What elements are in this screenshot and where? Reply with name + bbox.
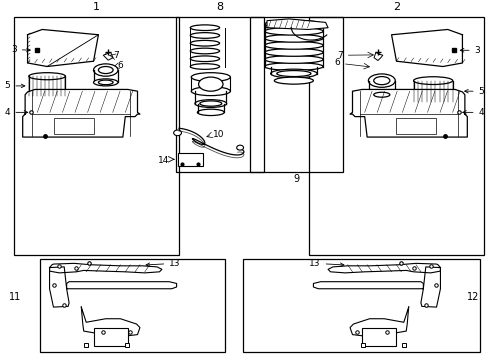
Bar: [14, 17, 179, 255]
Bar: [177, 153, 203, 166]
Ellipse shape: [191, 73, 230, 81]
Ellipse shape: [200, 101, 222, 106]
Polygon shape: [392, 30, 463, 67]
Text: 8: 8: [216, 2, 223, 12]
Bar: [40, 259, 225, 352]
Polygon shape: [421, 267, 441, 307]
Ellipse shape: [265, 35, 323, 42]
Circle shape: [173, 130, 181, 136]
Polygon shape: [350, 89, 467, 137]
Text: 13: 13: [309, 259, 344, 268]
Text: 5: 5: [465, 87, 484, 96]
Ellipse shape: [190, 33, 220, 38]
Polygon shape: [314, 282, 423, 289]
Text: 7: 7: [337, 51, 343, 60]
Ellipse shape: [94, 64, 118, 76]
Ellipse shape: [198, 77, 223, 91]
Ellipse shape: [190, 64, 220, 69]
Polygon shape: [49, 264, 162, 273]
Ellipse shape: [197, 109, 224, 116]
Polygon shape: [49, 267, 69, 307]
Ellipse shape: [265, 49, 323, 56]
Circle shape: [237, 145, 244, 150]
Text: 12: 12: [467, 292, 480, 302]
Text: 3: 3: [11, 45, 30, 54]
Text: 5: 5: [5, 81, 25, 90]
Bar: [396, 118, 436, 134]
Ellipse shape: [368, 91, 395, 99]
Ellipse shape: [191, 87, 230, 96]
Ellipse shape: [190, 56, 220, 62]
Ellipse shape: [190, 25, 220, 31]
Ellipse shape: [277, 71, 311, 77]
Ellipse shape: [265, 20, 323, 28]
Ellipse shape: [265, 55, 323, 63]
Ellipse shape: [414, 77, 453, 85]
Ellipse shape: [265, 27, 323, 35]
Polygon shape: [328, 264, 441, 273]
Ellipse shape: [94, 79, 118, 86]
Ellipse shape: [98, 67, 113, 73]
Polygon shape: [23, 89, 140, 137]
Polygon shape: [81, 307, 140, 336]
Ellipse shape: [374, 92, 390, 97]
Bar: [94, 328, 128, 346]
Text: 4: 4: [463, 108, 484, 117]
Bar: [309, 17, 485, 255]
Ellipse shape: [270, 69, 317, 78]
Text: 6: 6: [117, 61, 122, 70]
Ellipse shape: [274, 77, 314, 84]
Ellipse shape: [265, 63, 323, 71]
Polygon shape: [27, 30, 98, 67]
Bar: [54, 118, 94, 134]
Text: 9: 9: [293, 174, 299, 184]
Bar: [175, 17, 264, 172]
Ellipse shape: [265, 41, 323, 49]
Bar: [243, 259, 480, 352]
Text: 13: 13: [146, 259, 181, 268]
Bar: [250, 17, 343, 172]
Text: 4: 4: [5, 108, 28, 117]
Text: 10: 10: [213, 130, 225, 139]
Text: 2: 2: [393, 2, 400, 12]
Bar: [362, 328, 396, 346]
Ellipse shape: [29, 73, 66, 80]
Ellipse shape: [190, 48, 220, 54]
Ellipse shape: [368, 74, 395, 87]
Ellipse shape: [195, 100, 227, 107]
Text: 6: 6: [335, 58, 340, 67]
Ellipse shape: [98, 80, 113, 85]
Ellipse shape: [29, 92, 66, 99]
Polygon shape: [267, 19, 328, 30]
Polygon shape: [350, 307, 409, 336]
Polygon shape: [67, 282, 176, 289]
Text: 1: 1: [93, 2, 100, 12]
Ellipse shape: [414, 98, 453, 106]
Ellipse shape: [374, 77, 390, 85]
Ellipse shape: [190, 40, 220, 46]
Text: 7: 7: [113, 51, 119, 60]
Text: 3: 3: [460, 46, 480, 55]
Text: 11: 11: [9, 292, 21, 302]
Text: 14: 14: [158, 156, 170, 165]
